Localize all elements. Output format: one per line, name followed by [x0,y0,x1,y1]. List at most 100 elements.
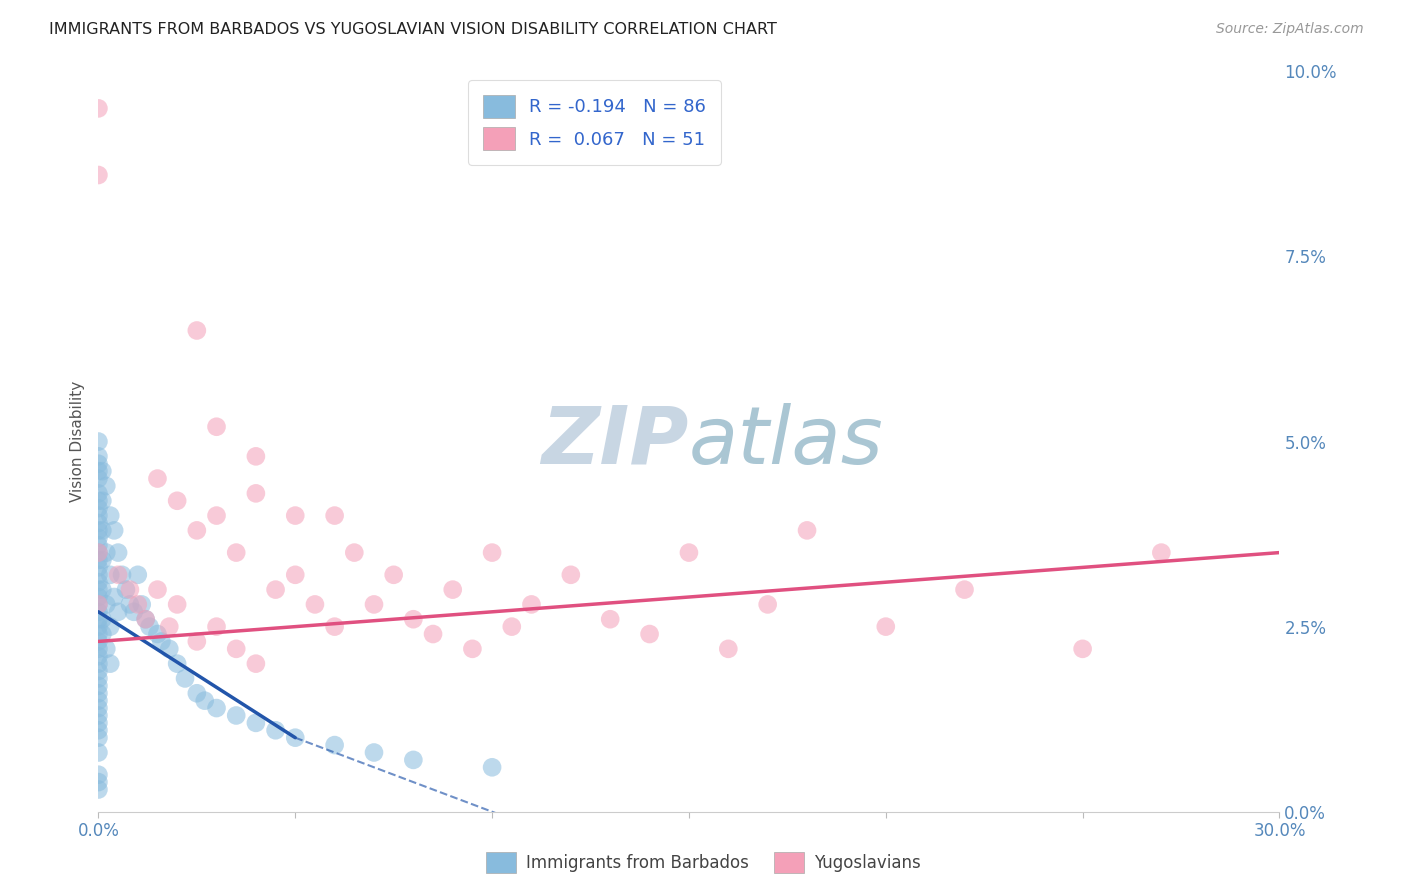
Point [87,598,110,612]
Point [323,619,346,633]
Point [245,486,267,500]
Point [111,567,134,582]
Point [91,627,114,641]
Point [87,694,110,708]
Point [87,782,110,797]
Point [264,582,287,597]
Point [87,516,110,530]
Point [87,590,110,604]
Point [146,627,169,641]
Point [87,493,110,508]
Point [284,731,307,745]
Point [107,567,129,582]
Point [441,582,464,597]
Point [96,479,118,493]
Point [87,501,110,516]
Point [87,686,110,700]
Point [87,672,110,686]
Point [150,634,173,648]
Point [87,634,110,648]
Point [363,598,385,612]
Point [131,598,153,612]
Point [225,641,247,656]
Text: atlas: atlas [689,402,884,481]
Point [87,450,110,464]
Point [87,464,110,478]
Point [87,546,110,560]
Point [103,590,125,604]
Text: Source: ZipAtlas.com: Source: ZipAtlas.com [1216,22,1364,37]
Legend: Immigrants from Barbados, Yugoslavians: Immigrants from Barbados, Yugoslavians [479,846,927,880]
Point [87,560,110,574]
Point [304,598,326,612]
Point [461,641,484,656]
Point [186,324,208,338]
Point [875,619,897,633]
Point [756,598,779,612]
Point [363,746,385,760]
Point [87,649,110,664]
Point [599,612,621,626]
Point [1150,546,1173,560]
Point [796,524,818,538]
Point [146,582,169,597]
Point [91,493,114,508]
Point [87,731,110,745]
Point [87,775,110,789]
Point [323,508,346,523]
Point [87,767,110,781]
Point [245,450,267,464]
Point [560,567,582,582]
Point [91,553,114,567]
Point [115,582,138,597]
Point [91,612,114,626]
Point [166,657,188,671]
Point [91,464,114,478]
Point [96,598,118,612]
Legend: R = -0.194   N = 86, R =  0.067   N = 51: R = -0.194 N = 86, R = 0.067 N = 51 [468,80,721,165]
Point [245,715,267,730]
Point [225,708,247,723]
Point [87,605,110,619]
Point [87,679,110,693]
Point [98,567,121,582]
Point [501,619,523,633]
Point [98,619,121,633]
Point [87,627,110,641]
Point [402,753,425,767]
Point [87,471,110,485]
Point [87,508,110,523]
Point [323,738,346,752]
Point [382,567,405,582]
Point [87,567,110,582]
Point [118,582,141,597]
Point [87,102,110,116]
Point [186,634,208,648]
Point [166,493,188,508]
Point [135,612,157,626]
Point [107,546,129,560]
Point [481,546,503,560]
Point [103,524,125,538]
Point [284,567,307,582]
Point [146,471,169,485]
Point [520,598,543,612]
Point [87,701,110,715]
Point [127,567,149,582]
Point [157,641,180,656]
Point [87,612,110,626]
Point [157,619,180,633]
Point [96,546,118,560]
Point [264,723,287,738]
Point [127,598,149,612]
Point [87,546,110,560]
Point [194,694,217,708]
Point [87,582,110,597]
Point [135,612,157,626]
Point [481,760,503,774]
Point [402,612,425,626]
Point [87,486,110,500]
Point [87,575,110,590]
Point [107,605,129,619]
Point [87,531,110,545]
